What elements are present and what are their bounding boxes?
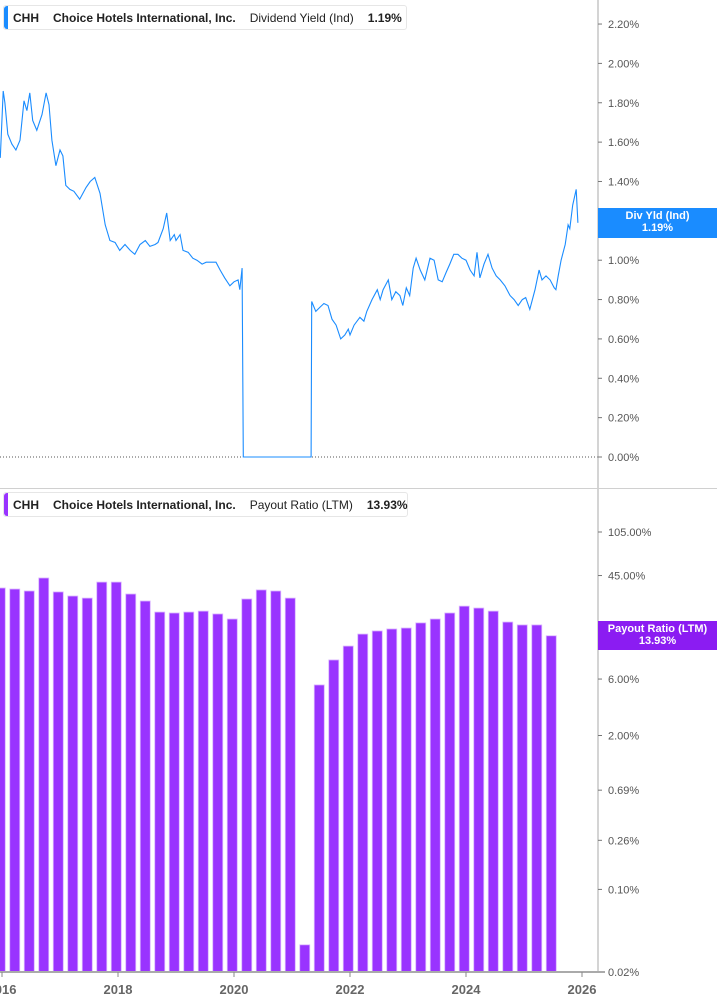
y-tick-label: 0.60% — [608, 334, 639, 346]
payout-bar-2018-Q1 — [110, 581, 122, 973]
tag-value: 13.93% — [638, 635, 677, 647]
payout-bar-2021-Q3 — [313, 684, 325, 973]
payout-bar-2019-Q2 — [183, 611, 195, 973]
payout-bar-2021-Q2 — [299, 944, 311, 973]
legend-ticker: CHH — [13, 10, 39, 25]
payout-bar-2017-Q2 — [67, 595, 79, 973]
payout-bar-2025-Q3 — [545, 635, 557, 973]
payout-bar-2025-Q1 — [516, 624, 528, 973]
tag-value: 1.19% — [641, 222, 674, 234]
top-legend: CHH Choice Hotels International, Inc. Di… — [3, 5, 407, 30]
payout-bar-2023-Q1 — [400, 627, 412, 973]
payout-bar-2021-Q4 — [328, 659, 340, 973]
payout-bar-2016-Q4 — [38, 577, 50, 973]
payout-bar-2016-Q1 — [0, 587, 6, 973]
payout-bar-2019-Q3 — [197, 610, 209, 973]
legend-company: Choice Hotels International, Inc. — [53, 10, 236, 25]
y-tick-label: 0.69% — [608, 785, 639, 797]
payout-bar-2022-Q2 — [357, 633, 369, 973]
payout-bar-2023-Q2 — [415, 622, 427, 973]
payout-bar-2023-Q3 — [429, 618, 441, 973]
payout-bar-2019-Q1 — [168, 612, 180, 973]
y-tick-label: 6.00% — [608, 674, 639, 686]
payout-bar-2016-Q3 — [23, 590, 35, 973]
payout-bar-2018-Q4 — [154, 611, 166, 973]
payout-bar-2018-Q3 — [139, 600, 151, 973]
payout-bar-2024-Q3 — [487, 610, 499, 973]
payout-bar-2020-Q3 — [255, 589, 267, 973]
series-color-marker — [4, 6, 8, 29]
dividend-yield-line — [0, 90, 579, 458]
series-color-marker — [4, 493, 8, 516]
payout-ratio-tag: Payout Ratio (LTM) 13.93% — [598, 621, 717, 650]
y-tick-label: 0.10% — [608, 884, 639, 896]
y-tick-label: 0.26% — [608, 835, 639, 847]
y-tick-label: 2.00% — [608, 58, 639, 70]
payout-bar-2017-Q1 — [52, 591, 64, 973]
payout-bar-2024-Q1 — [458, 605, 470, 973]
payout-bar-2021-Q1 — [284, 597, 296, 973]
payout-bar-2022-Q4 — [386, 628, 398, 973]
y-tick-label: 1.40% — [608, 176, 639, 188]
tag-label: Div Yld (Ind) — [625, 210, 690, 222]
x-tick-label: 2018 — [104, 982, 133, 997]
payout-bar-2020-Q2 — [241, 598, 253, 973]
y-tick-label: 1.00% — [608, 255, 639, 267]
legend-ticker: CHH — [13, 497, 39, 512]
y-tick-label: 0.20% — [608, 413, 639, 425]
payout-bar-2017-Q4 — [96, 581, 108, 973]
payout-bar-2024-Q4 — [502, 621, 514, 973]
y-tick-label: 0.40% — [608, 373, 639, 385]
y-tick-label: 105.00% — [608, 527, 652, 539]
bottom-legend: CHH Choice Hotels International, Inc. Pa… — [3, 492, 408, 517]
payout-bar-2020-Q1 — [226, 618, 238, 973]
payout-bar-2016-Q2 — [9, 588, 21, 973]
legend-value: 1.19% — [367, 10, 402, 25]
dividend-yield-tag: Div Yld (Ind) 1.19% — [598, 208, 717, 238]
payout-bar-2018-Q2 — [125, 593, 137, 973]
payout-bar-2025-Q2 — [531, 624, 543, 973]
legend-metric: Dividend Yield (Ind) — [249, 10, 354, 25]
x-tick-label: 2026 — [568, 982, 597, 997]
x-tick-label: 2020 — [220, 982, 249, 997]
y-tick-label: 2.00% — [608, 730, 639, 742]
x-tick-label: 2024 — [452, 982, 482, 997]
tag-label: Payout Ratio (LTM) — [607, 623, 708, 635]
legend-company: Choice Hotels International, Inc. — [53, 497, 236, 512]
legend-metric: Payout Ratio (LTM) — [249, 497, 353, 512]
legend-value: 13.93% — [366, 497, 408, 512]
y-tick-label: 0.00% — [608, 452, 639, 464]
payout-bar-2023-Q4 — [444, 612, 456, 973]
y-tick-label: 1.60% — [608, 137, 639, 149]
payout-bar-2022-Q3 — [371, 630, 383, 973]
x-tick-label: 2022 — [336, 982, 365, 997]
y-tick-label: 1.80% — [608, 98, 639, 110]
y-tick-label: 2.20% — [608, 19, 639, 31]
payout-bar-2020-Q4 — [270, 590, 282, 973]
payout-bar-2024-Q2 — [473, 607, 485, 973]
y-tick-label: 0.80% — [608, 295, 639, 307]
payout-bar-2017-Q3 — [81, 597, 93, 973]
x-tick-label: 2016 — [0, 982, 16, 997]
y-tick-label: 0.02% — [608, 967, 639, 979]
payout-bar-2022-Q1 — [342, 645, 354, 973]
payout-bar-2019-Q4 — [212, 613, 224, 973]
y-tick-label: 45.00% — [608, 571, 646, 583]
